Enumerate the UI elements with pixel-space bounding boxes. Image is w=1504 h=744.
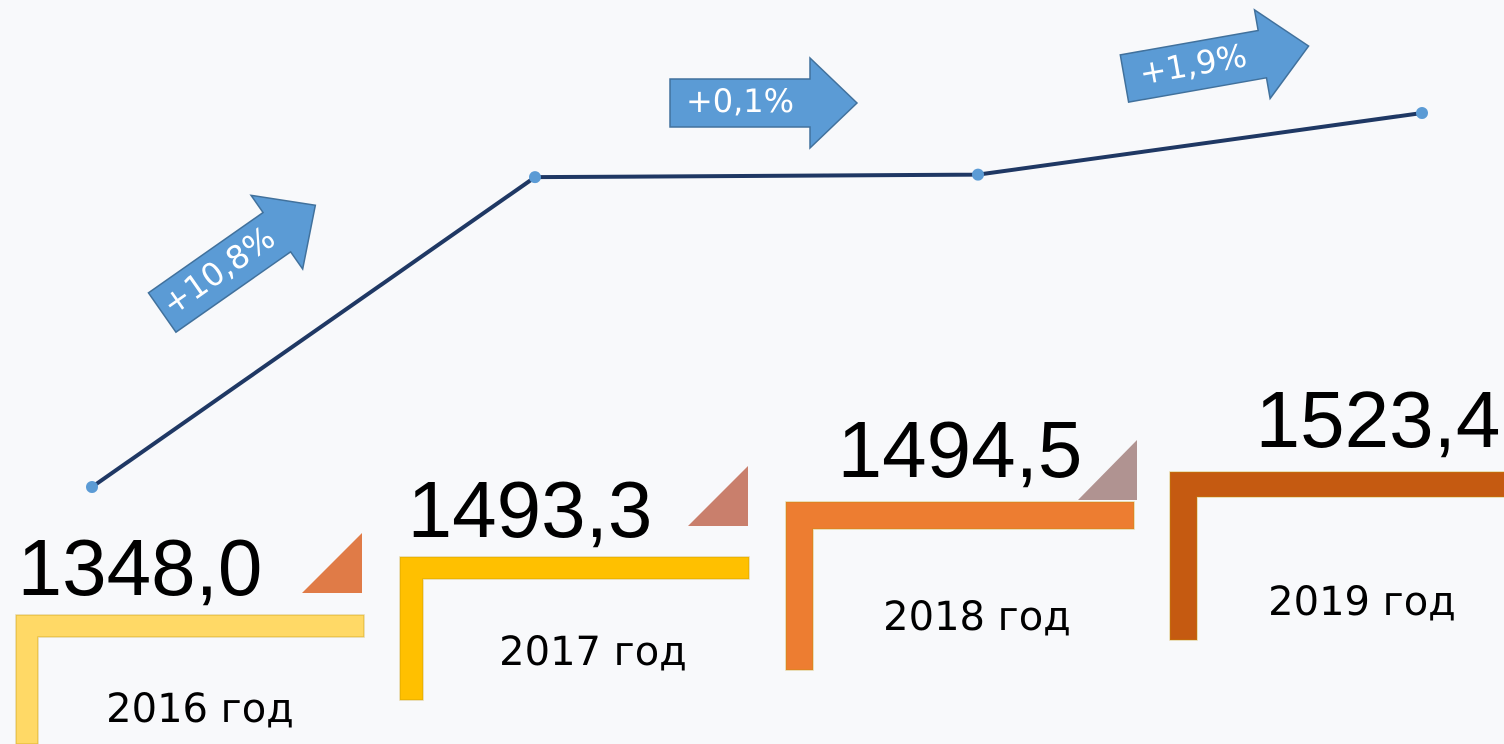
arrow-shape — [147, 194, 317, 334]
arrow-shape — [1119, 8, 1310, 104]
trend-line — [90, 111, 1423, 489]
step — [1169, 471, 1504, 641]
growth-arrow: +10,8% — [147, 194, 317, 334]
triangle-decor — [688, 466, 748, 526]
point — [1416, 107, 1428, 119]
value-label: 1494,5 — [838, 405, 1083, 494]
triangle-decor — [1078, 440, 1137, 500]
triangle-decor — [302, 533, 362, 593]
year-label: 2018 год — [883, 594, 1071, 640]
year-label: 2016 год — [106, 686, 294, 732]
step — [399, 556, 750, 701]
value-label: 1523,4 — [1256, 375, 1501, 464]
year-label: 2019 год — [1268, 579, 1456, 625]
arrow-shape — [669, 56, 859, 150]
growth-arrow: +1,9% — [1119, 8, 1310, 104]
value-label: 1348,0 — [18, 523, 263, 612]
step — [785, 501, 1135, 671]
point — [972, 168, 984, 181]
growth-label: +0,1% — [686, 82, 794, 120]
step — [15, 614, 365, 744]
point — [529, 171, 541, 184]
year-label: 2017 год — [499, 629, 687, 675]
point — [86, 481, 98, 493]
growth-arrow: +0,1% — [669, 56, 859, 150]
value-label: 1493,3 — [408, 465, 653, 554]
